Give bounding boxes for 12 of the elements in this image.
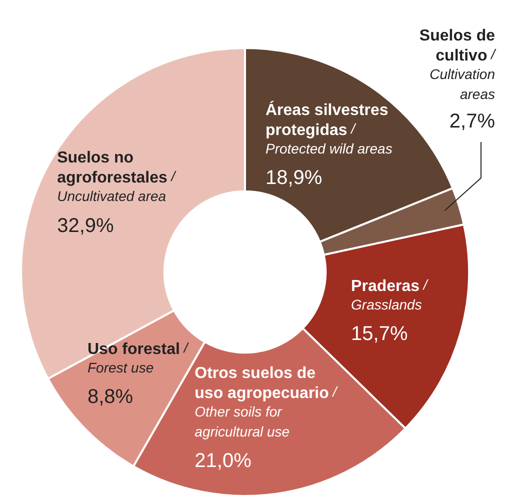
category-label: Otros suelos de uso agropecuario / Other soils for agricultural use — [194, 364, 337, 440]
data-label: 21,0% — [194, 450, 252, 472]
data-label: 2,7% — [449, 110, 496, 133]
data-label: 32,9% — [57, 214, 114, 237]
data-label: 8,8% — [87, 386, 134, 408]
category-label: Áreas silvestres protegidas / Protected wild areas — [266, 102, 392, 157]
category-label: Suelos no agroforestales / Uncultivated area — [57, 150, 176, 204]
slice-label: Praderas / Grasslands — [351, 276, 430, 312]
category-label: Uso forestal / Forest use — [87, 340, 188, 376]
data-label: 18,9% — [266, 167, 322, 190]
data-label: 15,7% — [351, 322, 408, 345]
slice-label: Suelos de cultivo / Cultivation areas — [419, 27, 498, 102]
